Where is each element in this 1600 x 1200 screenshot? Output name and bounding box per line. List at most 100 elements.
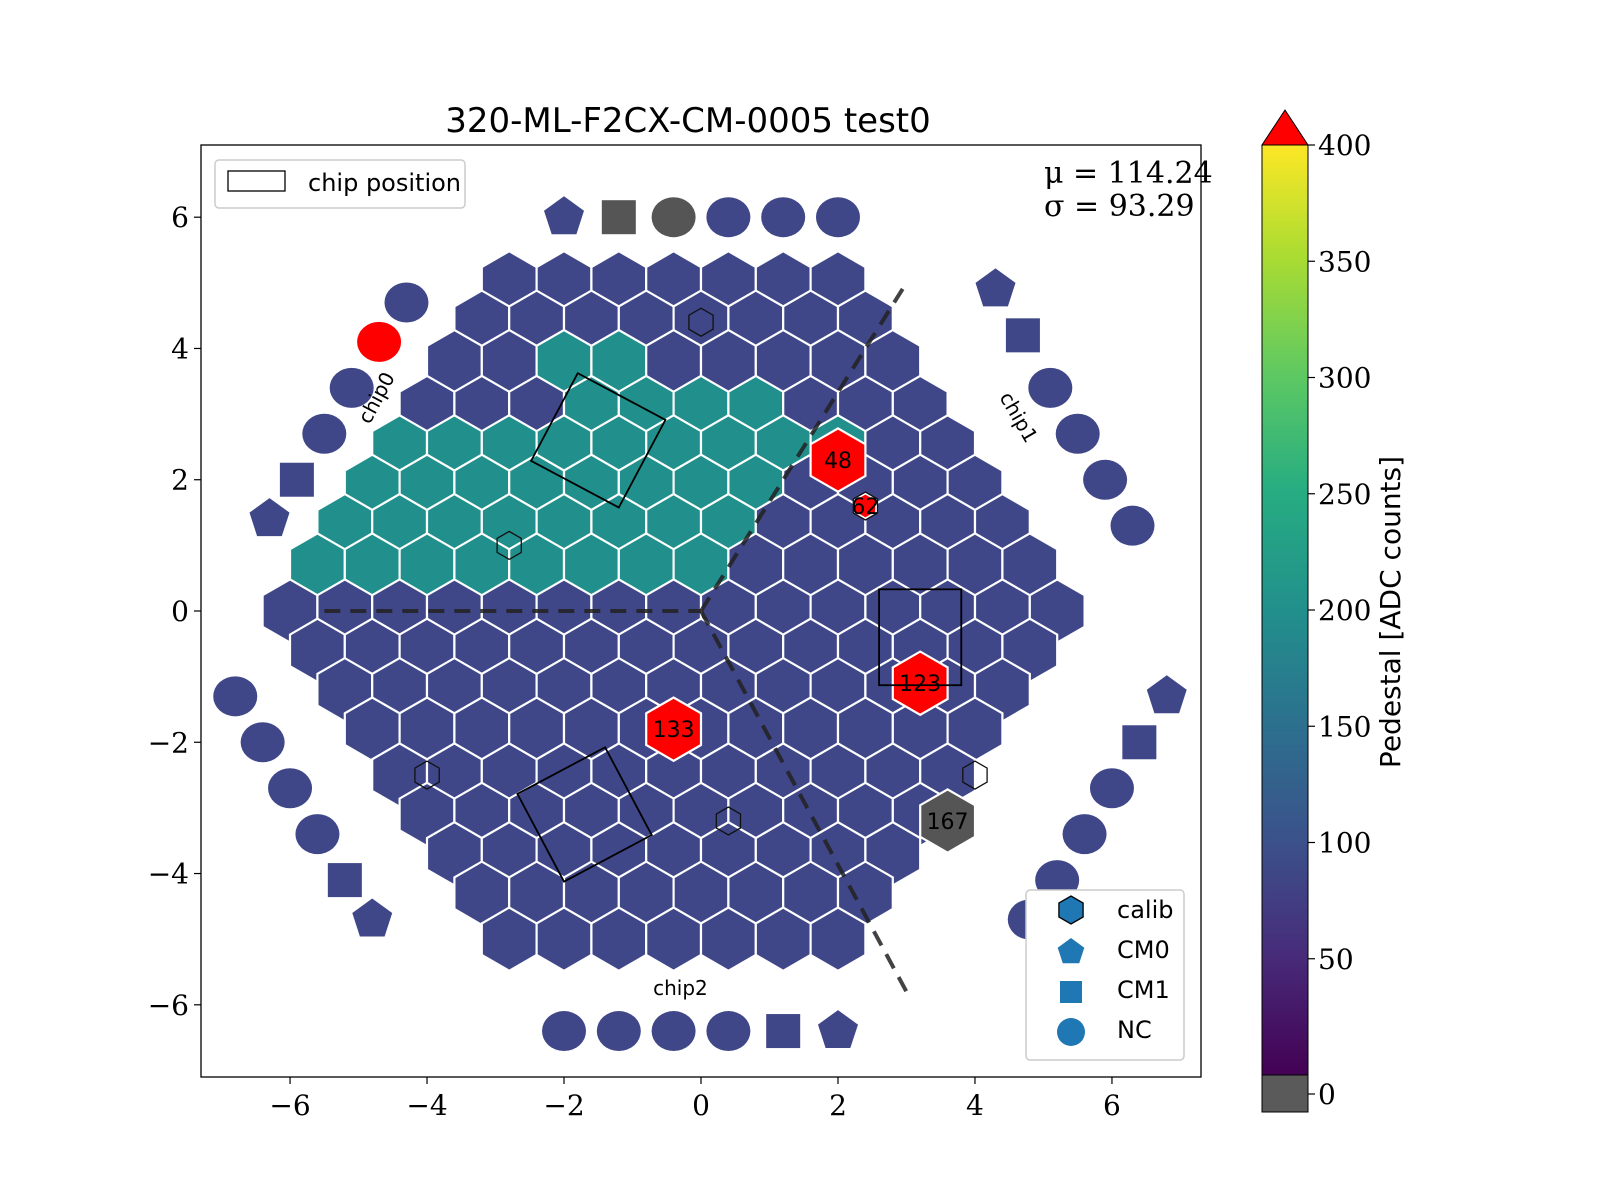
y-tick-label: 2 [171, 464, 189, 497]
nc-channel [357, 321, 402, 362]
colorbar-label: Pedestal [ADC counts] [1374, 456, 1407, 768]
x-tick-label: −6 [269, 1089, 310, 1122]
colorbar-tick-label: 400 [1318, 129, 1371, 162]
chip-boundary-line [699, 610, 909, 993]
x-tick-label: 4 [966, 1089, 984, 1122]
hex-cell-flagged [645, 696, 703, 763]
cm0-channel [544, 196, 584, 235]
legend-nc-label: NC [1117, 1016, 1152, 1044]
legend-chip-position: chip position [214, 159, 466, 209]
cm1-channel [766, 1014, 801, 1049]
x-tick-label: 0 [692, 1089, 710, 1122]
cell-label: 133 [653, 718, 695, 743]
calib-marker [715, 806, 742, 836]
nc-channel [268, 768, 313, 809]
y-tick-label: 0 [171, 595, 189, 628]
colorbar-under [1261, 1074, 1309, 1113]
chart-title: 320-ML-F2CX-CM-0005 test0 [445, 101, 931, 141]
colorbar-tick-label: 50 [1318, 943, 1354, 976]
chip-position-box [516, 746, 653, 883]
calib-marker [414, 760, 440, 790]
nc-channel [542, 1011, 587, 1052]
cell-label: 167 [927, 810, 969, 835]
nc-channel [384, 282, 429, 323]
chip-boundary-line [699, 281, 909, 613]
nc-channel [706, 197, 751, 238]
calib-marker [962, 760, 988, 790]
cm0-channel [975, 268, 1016, 307]
hex-cell-flagged [853, 492, 878, 520]
nc-channel [596, 1011, 641, 1052]
y-tick-label: −2 [148, 726, 189, 759]
hex-cell-flagged [919, 788, 977, 854]
cell-label: 62 [851, 495, 879, 520]
cm1-channel [327, 863, 362, 898]
cm1-channel [1122, 725, 1157, 760]
cm1-legend-icon [1060, 981, 1082, 1003]
hex-cell-flagged [891, 650, 949, 717]
y-tick-label: 6 [171, 201, 189, 234]
chip-label: chip2 [653, 976, 708, 1000]
nc-channel [651, 197, 696, 238]
colorbar: 0 50 100 150 200 250 300 350 400 Pedestal [ADC c… [1261, 109, 1407, 1113]
cm0-legend-icon [1057, 938, 1085, 964]
stat-mu: μ = 114.24 [1044, 156, 1213, 191]
cm0-channel [249, 498, 290, 537]
nc-channel [213, 676, 258, 717]
colorbar-tick-label: 0 [1318, 1078, 1336, 1111]
nc-channel [1055, 413, 1100, 454]
x-tick-label: 2 [829, 1089, 847, 1122]
colorbar-tick-label: 200 [1318, 594, 1371, 627]
nc-channel [1083, 459, 1128, 500]
nc-channel [1062, 814, 1107, 855]
calib-marker [496, 530, 522, 561]
colorbar-tick-label: 350 [1318, 245, 1371, 278]
y-tick-label: 4 [171, 332, 189, 365]
cm1-channel [279, 462, 314, 497]
legend-chip-position-label: chip position [308, 169, 461, 197]
nc-channel [815, 197, 860, 238]
legend-cm0-label: CM0 [1117, 936, 1170, 964]
nc-channel [706, 1011, 751, 1052]
nc-channel [761, 197, 806, 238]
colorbar-tick-label: 300 [1318, 362, 1371, 395]
legend-calib-label: calib [1117, 896, 1173, 924]
calib-legend-icon [1058, 895, 1084, 925]
colorbar-tick-label: 150 [1318, 710, 1371, 743]
nc-channel [240, 722, 285, 763]
y-tick-label: −4 [148, 858, 189, 891]
colorbar-gradient [1261, 144, 1309, 1076]
x-tick-label: 6 [1103, 1089, 1121, 1122]
y-tick-label: −6 [148, 989, 189, 1022]
chip-position-swatch [227, 170, 286, 192]
calib-marker [688, 307, 714, 337]
nc-channel [302, 413, 347, 454]
legend-box-bottom [1025, 889, 1185, 1061]
cell-label: 48 [824, 449, 852, 474]
nc-channel [295, 814, 340, 855]
nc-channel [329, 367, 374, 408]
legend-box-top [214, 159, 466, 209]
colorbar-tick-label: 100 [1318, 827, 1371, 860]
colorbar-tick-label: 250 [1318, 478, 1371, 511]
cm1-channel [601, 200, 636, 235]
axis-layer: −6 −4 −2 0 2 4 6 −6 −4 −2 0 2 4 6 [148, 201, 1121, 1122]
nc-channel [1110, 505, 1155, 546]
calib-marker [852, 491, 879, 521]
x-tick-label: −2 [543, 1089, 584, 1122]
hex-cell-flagged [809, 427, 867, 493]
nc-channel [1089, 768, 1134, 809]
colorbar-extend-arrow [1261, 109, 1309, 146]
legend-cm1-label: CM1 [1117, 976, 1170, 1004]
nc-legend-icon [1057, 1018, 1085, 1046]
stat-sigma: σ = 93.29 [1044, 189, 1195, 224]
cm1-channel [1005, 318, 1040, 353]
cm0-channel [352, 898, 393, 937]
chip-position-box [878, 588, 963, 687]
nc-channel [1028, 367, 1073, 408]
nc-channel [651, 1011, 696, 1052]
cm0-channel [818, 1010, 858, 1048]
cm0-channel [1146, 675, 1187, 714]
hex-cell [809, 906, 867, 973]
